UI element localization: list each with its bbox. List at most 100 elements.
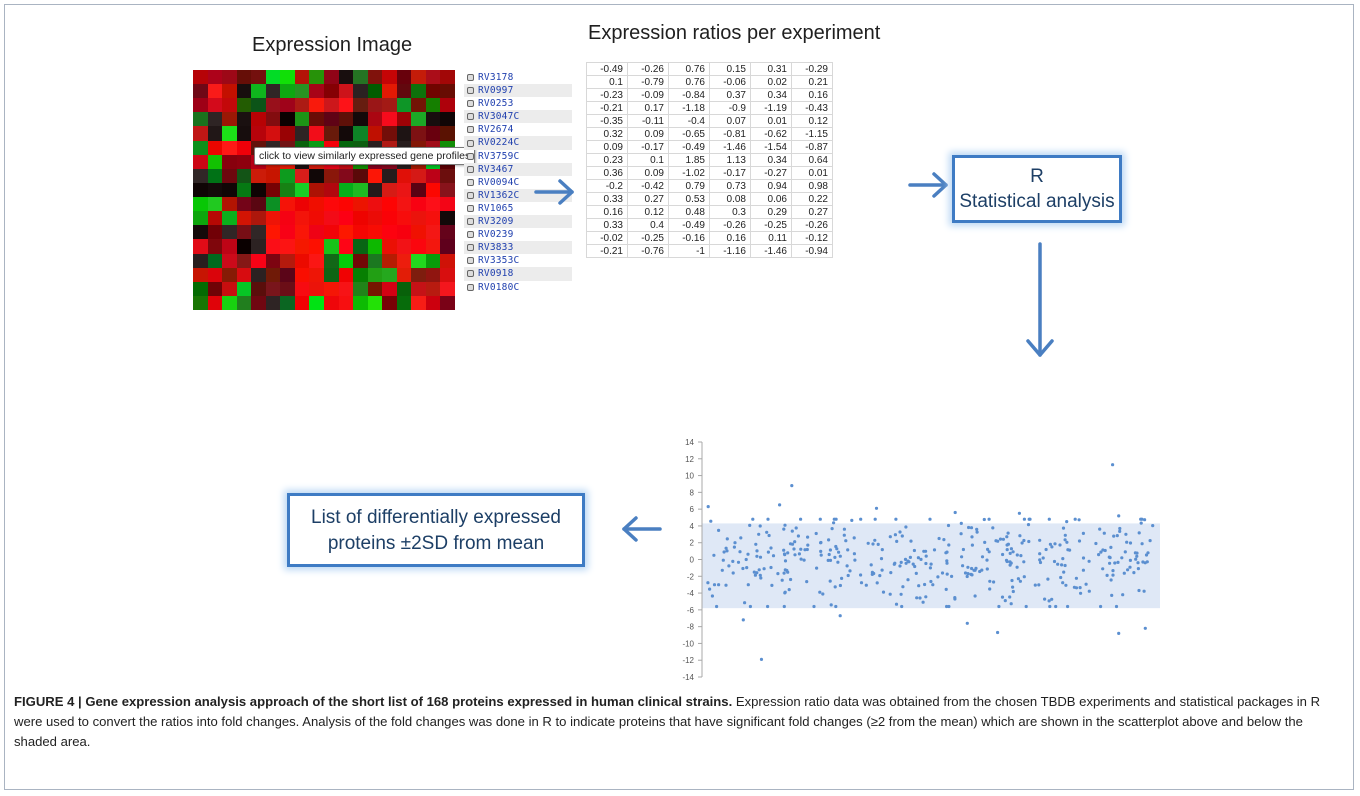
gene-checkbox[interactable] bbox=[467, 165, 474, 173]
scatter-point bbox=[1084, 582, 1088, 586]
gene-checkbox[interactable] bbox=[467, 74, 474, 82]
gene-checkbox[interactable] bbox=[467, 100, 474, 108]
gene-row[interactable]: RV3047C bbox=[464, 110, 572, 124]
gene-row[interactable]: RV3353C bbox=[464, 254, 572, 267]
heatmap-cell bbox=[265, 98, 281, 113]
gene-row[interactable]: RV0094C bbox=[464, 176, 572, 189]
scatter-point bbox=[901, 585, 905, 589]
scatter-point bbox=[789, 577, 793, 582]
heatmap-cell bbox=[411, 225, 427, 240]
gene-link[interactable]: RV0224C bbox=[478, 137, 520, 149]
scatter-point bbox=[785, 568, 789, 573]
scatter-point bbox=[1064, 583, 1068, 587]
heatmap-cell bbox=[396, 239, 412, 255]
scatter-point bbox=[818, 517, 822, 521]
scatter-point bbox=[970, 566, 974, 571]
gene-link[interactable]: RV1362C bbox=[478, 189, 520, 201]
scatter-point bbox=[829, 603, 833, 607]
heatmap-cell bbox=[396, 225, 412, 240]
gene-row[interactable]: RV3833 bbox=[464, 241, 572, 255]
gene-link[interactable]: RV3047C bbox=[478, 111, 520, 123]
heatmap-cell bbox=[382, 239, 398, 255]
gene-link[interactable]: RV0180C bbox=[478, 281, 520, 293]
scatter-point bbox=[992, 580, 996, 584]
scatter-point bbox=[1038, 552, 1042, 556]
gene-link[interactable]: RV0997 bbox=[478, 85, 514, 97]
scatter-point bbox=[828, 548, 832, 552]
scatter-point bbox=[725, 537, 729, 541]
heatmap-cell bbox=[411, 112, 427, 127]
scatter-point bbox=[1066, 604, 1070, 609]
scatter-point bbox=[853, 558, 857, 562]
gene-checkbox[interactable] bbox=[467, 218, 474, 226]
scatter-point bbox=[959, 521, 963, 525]
gene-link[interactable]: RV3759C bbox=[478, 150, 520, 162]
scatter-point bbox=[996, 630, 1000, 635]
expression-image-title: Expression Image bbox=[252, 34, 413, 56]
scatter-point bbox=[1098, 527, 1102, 531]
gene-link[interactable]: RV3178 bbox=[478, 72, 514, 83]
scatter-point bbox=[844, 539, 848, 543]
heatmap-cell bbox=[251, 197, 267, 212]
scatter-point bbox=[788, 542, 793, 546]
scatter-point bbox=[924, 554, 928, 558]
scatter-point bbox=[985, 567, 989, 571]
gene-row[interactable]: RV2674 bbox=[464, 123, 572, 136]
scatter-point bbox=[1114, 604, 1119, 609]
gene-checkbox[interactable] bbox=[467, 270, 474, 278]
gene-link[interactable]: RV0918 bbox=[478, 268, 514, 280]
heatmap-cell bbox=[425, 267, 441, 283]
gene-row[interactable]: RV0253 bbox=[464, 97, 572, 110]
scatter-point bbox=[778, 503, 782, 507]
gene-row[interactable]: RV0224C bbox=[464, 136, 572, 150]
gene-checkbox[interactable] bbox=[467, 204, 474, 212]
scatter-point bbox=[1046, 577, 1050, 581]
gene-link[interactable]: RV3467 bbox=[478, 163, 514, 175]
table-row: -0.35 -0.11 -0.4 0.07 0.01 0.12 bbox=[586, 114, 833, 128]
gene-checkbox[interactable] bbox=[467, 231, 474, 239]
gene-checkbox[interactable] bbox=[467, 178, 474, 186]
gene-checkbox[interactable] bbox=[467, 283, 474, 291]
gene-link[interactable]: RV1065 bbox=[478, 202, 514, 214]
heatmap-cell bbox=[367, 253, 383, 269]
gene-row[interactable]: RV0180C bbox=[464, 281, 572, 294]
gene-checkbox[interactable] bbox=[467, 152, 474, 160]
gene-link[interactable]: RV2674 bbox=[478, 124, 514, 136]
gene-link[interactable]: RV0253 bbox=[478, 98, 514, 110]
heatmap-cell bbox=[338, 281, 354, 297]
gene-row[interactable]: RV0997 bbox=[464, 84, 572, 98]
gene-row[interactable]: RV0918 bbox=[464, 267, 572, 281]
scatter-point bbox=[1128, 565, 1132, 569]
gene-checkbox[interactable] bbox=[467, 191, 474, 199]
scatter-point bbox=[757, 568, 761, 572]
scatter-point bbox=[1022, 517, 1026, 521]
heatmap-cell bbox=[382, 211, 398, 226]
scatter-point bbox=[741, 618, 745, 622]
gene-link[interactable]: RV3833 bbox=[478, 242, 514, 254]
heatmap-cell bbox=[411, 182, 427, 198]
gene-row[interactable]: RV3209 bbox=[464, 215, 572, 229]
gene-checkbox[interactable] bbox=[467, 87, 474, 95]
gene-checkbox[interactable] bbox=[467, 126, 474, 134]
gene-row[interactable]: RV1065 bbox=[464, 202, 572, 215]
gene-row[interactable]: RV3178 bbox=[464, 71, 572, 84]
gene-link[interactable]: RV3209 bbox=[478, 216, 514, 228]
gene-link[interactable]: RV0239 bbox=[478, 229, 514, 241]
scatter-point bbox=[931, 583, 935, 587]
gene-row[interactable]: RV3759C bbox=[464, 150, 572, 163]
gene-checkbox[interactable] bbox=[467, 113, 474, 121]
scatter-point bbox=[819, 553, 823, 557]
scatter-point bbox=[802, 558, 806, 562]
heatmap-cell bbox=[411, 239, 427, 255]
scatter-point bbox=[1139, 517, 1143, 521]
scatter-point bbox=[859, 517, 863, 521]
gene-link[interactable]: RV3353C bbox=[478, 255, 520, 267]
gene-checkbox[interactable] bbox=[467, 139, 474, 147]
scatter-point bbox=[1065, 540, 1069, 544]
gene-row[interactable]: RV0239 bbox=[464, 228, 572, 241]
gene-row[interactable]: RV3467 bbox=[464, 162, 572, 176]
heatmap-cell bbox=[324, 70, 340, 85]
gene-checkbox[interactable] bbox=[467, 257, 474, 265]
gene-link[interactable]: RV0094C bbox=[478, 176, 520, 188]
gene-checkbox[interactable] bbox=[467, 244, 474, 252]
